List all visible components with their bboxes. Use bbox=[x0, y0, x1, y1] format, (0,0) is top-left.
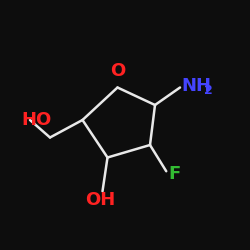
Text: HO: HO bbox=[21, 111, 52, 129]
Text: 2: 2 bbox=[204, 84, 212, 97]
Text: F: F bbox=[168, 165, 180, 183]
Text: OH: OH bbox=[85, 191, 115, 209]
Text: O: O bbox=[110, 62, 125, 80]
Text: NH: NH bbox=[181, 77, 211, 95]
